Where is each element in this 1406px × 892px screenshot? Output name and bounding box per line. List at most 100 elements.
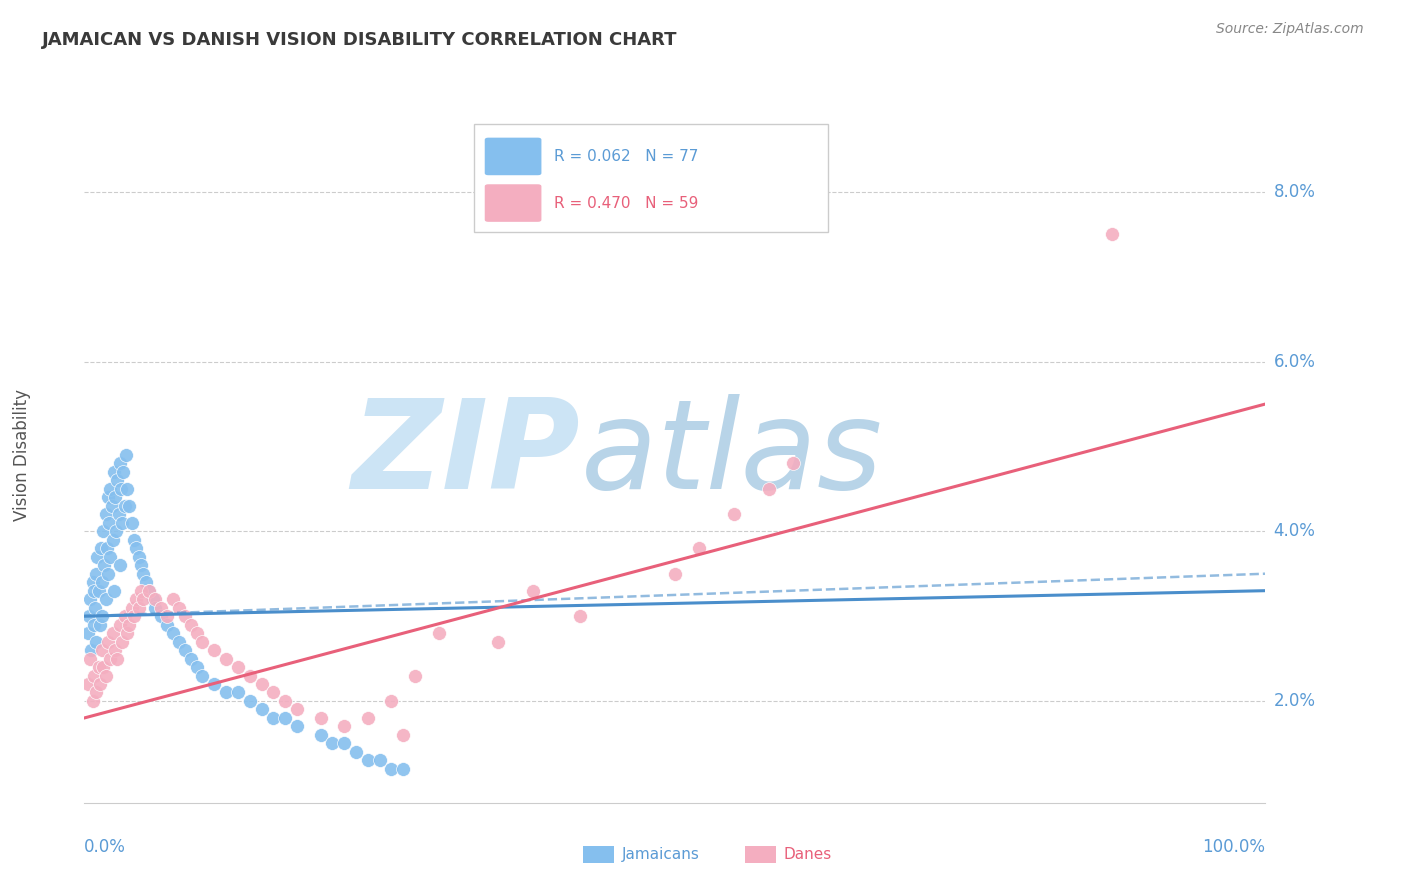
Point	[80, 643, 103, 657]
Text: Jamaicans: Jamaicans	[621, 847, 699, 862]
Point	[107, 508, 129, 522]
Point	[239, 694, 262, 708]
Point	[79, 651, 101, 665]
Point	[156, 617, 179, 632]
Point	[782, 457, 804, 471]
Point	[90, 541, 112, 556]
Point	[104, 491, 127, 505]
Point	[180, 651, 202, 665]
Point	[114, 448, 136, 462]
Point	[180, 617, 202, 632]
Point	[380, 762, 402, 776]
Point	[107, 651, 129, 665]
Point	[97, 566, 120, 581]
Point	[97, 491, 120, 505]
Point	[111, 516, 134, 530]
Point	[404, 668, 426, 682]
Point	[115, 626, 138, 640]
Point	[87, 583, 110, 598]
Point	[142, 592, 165, 607]
Point	[138, 583, 160, 598]
Point	[128, 549, 150, 564]
Point	[309, 711, 332, 725]
Point	[107, 474, 129, 488]
Point	[104, 643, 127, 657]
Point	[392, 762, 415, 776]
Point	[186, 660, 208, 674]
Point	[162, 626, 184, 640]
Point	[143, 600, 166, 615]
Point	[105, 524, 128, 539]
Point	[1101, 227, 1123, 242]
Point	[125, 541, 148, 556]
Point	[82, 575, 104, 590]
Point	[132, 592, 155, 607]
Point	[108, 558, 131, 573]
Point	[392, 728, 415, 742]
Point	[128, 600, 150, 615]
Point	[121, 600, 143, 615]
Point	[138, 583, 160, 598]
Point	[664, 566, 686, 581]
Text: atlas: atlas	[581, 394, 883, 516]
Point	[156, 609, 179, 624]
Point	[103, 465, 125, 479]
Point	[93, 558, 115, 573]
Point	[357, 711, 380, 725]
Point	[84, 600, 107, 615]
Point	[191, 634, 214, 648]
Point	[357, 753, 380, 767]
Point	[111, 634, 134, 648]
Point	[125, 592, 148, 607]
Point	[83, 617, 105, 632]
Point	[101, 626, 124, 640]
Point	[79, 592, 101, 607]
Point	[262, 685, 284, 699]
Point	[150, 609, 173, 624]
Point	[108, 617, 131, 632]
Text: ZIP: ZIP	[352, 394, 581, 516]
Point	[86, 549, 108, 564]
FancyBboxPatch shape	[485, 137, 541, 175]
Point	[84, 566, 107, 581]
Point	[122, 533, 145, 547]
Point	[167, 600, 190, 615]
Point	[486, 634, 509, 648]
Point	[82, 694, 104, 708]
Point	[173, 643, 195, 657]
Point	[274, 711, 297, 725]
Text: R = 0.062   N = 77: R = 0.062 N = 77	[554, 149, 699, 164]
Text: Vision Disability: Vision Disability	[13, 389, 31, 521]
Point	[89, 617, 111, 632]
Point	[77, 626, 100, 640]
Point	[115, 482, 138, 496]
Point	[321, 736, 343, 750]
Point	[87, 660, 110, 674]
FancyBboxPatch shape	[485, 185, 541, 222]
Point	[114, 609, 136, 624]
Point	[150, 600, 173, 615]
Point	[226, 660, 249, 674]
Point	[758, 482, 780, 496]
Point	[110, 482, 132, 496]
Point	[191, 668, 214, 682]
Point	[688, 541, 710, 556]
Text: R = 0.470   N = 59: R = 0.470 N = 59	[554, 195, 699, 211]
Point	[274, 694, 297, 708]
Point	[84, 634, 107, 648]
Point	[101, 533, 124, 547]
Point	[309, 728, 332, 742]
Point	[118, 499, 141, 513]
Point	[91, 575, 114, 590]
Point	[83, 668, 105, 682]
Point	[122, 609, 145, 624]
Point	[89, 677, 111, 691]
Point	[100, 499, 122, 513]
Text: JAMAICAN VS DANISH VISION DISABILITY CORRELATION CHART: JAMAICAN VS DANISH VISION DISABILITY COR…	[42, 31, 678, 49]
Point	[167, 634, 190, 648]
Point	[239, 668, 262, 682]
Point	[98, 516, 121, 530]
Point	[91, 660, 114, 674]
Point	[333, 736, 356, 750]
Point	[250, 677, 273, 691]
